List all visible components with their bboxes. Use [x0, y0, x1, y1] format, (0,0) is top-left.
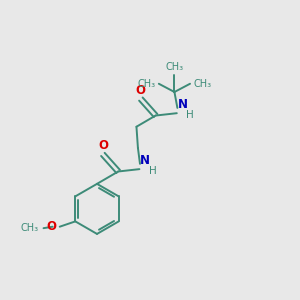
Text: H: H	[149, 166, 157, 176]
Text: CH₃: CH₃	[165, 62, 184, 72]
Text: CH₃: CH₃	[21, 223, 39, 233]
Text: CH₃: CH₃	[194, 79, 212, 89]
Text: CH₃: CH₃	[137, 79, 155, 89]
Text: O: O	[98, 139, 108, 152]
Text: N: N	[140, 154, 150, 167]
Text: H: H	[186, 110, 194, 120]
Text: N: N	[178, 98, 188, 111]
Text: O: O	[136, 84, 146, 97]
Text: O: O	[46, 220, 56, 233]
